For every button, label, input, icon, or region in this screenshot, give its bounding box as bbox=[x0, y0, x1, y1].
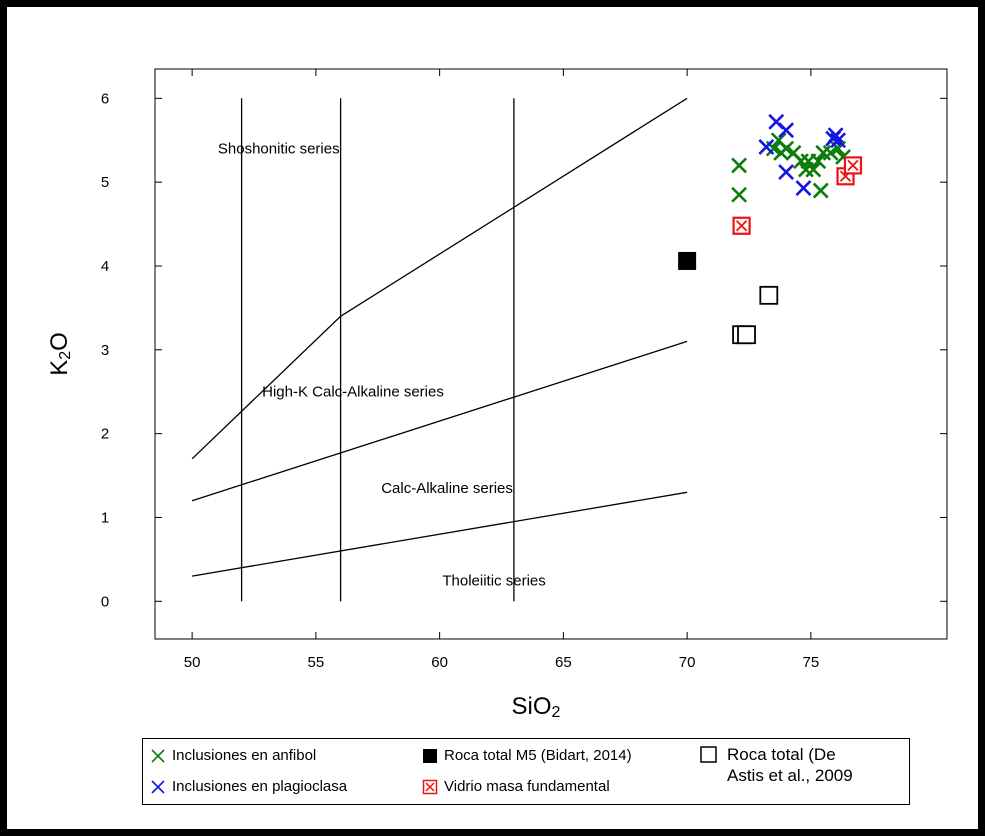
field-label-3: Tholeiitic series bbox=[442, 572, 545, 589]
data-point bbox=[737, 325, 756, 345]
data-point bbox=[731, 186, 748, 203]
data-point bbox=[678, 251, 697, 270]
data-point bbox=[795, 180, 812, 196]
y-tick-label: 5 bbox=[101, 174, 109, 191]
x-axis: 50 55 60 65 70 75 bbox=[184, 69, 819, 671]
y-axis-label: K2O bbox=[46, 332, 74, 376]
data-point bbox=[843, 156, 863, 175]
tas-k2o-plot: Shoshonitic series High-K Calc-Alkaline s… bbox=[46, 68, 948, 721]
blue-x-marker-icon bbox=[150, 779, 166, 795]
legend-label: Inclusiones en anfibol bbox=[172, 747, 317, 764]
x-tick-label: 75 bbox=[803, 654, 820, 671]
x-tick-label: 65 bbox=[555, 654, 572, 671]
legend-item-anfibol: Inclusiones en anfibol bbox=[150, 747, 316, 764]
y-tick-label: 2 bbox=[101, 426, 109, 443]
y-tick-label: 1 bbox=[101, 509, 109, 526]
legend-label: Inclusiones en plagioclasa bbox=[172, 778, 348, 795]
data-point bbox=[758, 139, 775, 155]
data-points bbox=[678, 113, 863, 345]
legend-item-roca-total-m5: Roca total M5 (Bidart, 2014) bbox=[422, 747, 632, 764]
legend-label: Vidrio masa fundamental bbox=[444, 778, 610, 795]
boundary-line-2 bbox=[191, 491, 688, 577]
x-tick-label: 50 bbox=[184, 654, 201, 671]
y-tick-label: 4 bbox=[101, 258, 109, 275]
legend-item-roca-total-de-astis: Roca total (De Astis et al., 2009 bbox=[700, 744, 867, 786]
x-tick-label: 55 bbox=[308, 654, 325, 671]
legend: Inclusiones en anfibol Inclusiones en pl… bbox=[142, 738, 910, 805]
data-point bbox=[822, 144, 839, 161]
boundary-line-1 bbox=[191, 340, 688, 502]
data-point bbox=[805, 161, 822, 178]
open-square-marker-icon bbox=[700, 746, 717, 763]
plot-frame bbox=[154, 68, 948, 640]
data-point bbox=[759, 285, 779, 305]
field-label-2: Calc-Alkaline series bbox=[381, 480, 513, 497]
data-point bbox=[778, 164, 795, 181]
x-axis-label: SiO2 bbox=[512, 693, 561, 721]
legend-label: Roca total M5 (Bidart, 2014) bbox=[444, 747, 632, 764]
data-point bbox=[778, 122, 795, 139]
legend-item-vidrio: Vidrio masa fundamental bbox=[422, 778, 610, 795]
data-point bbox=[731, 157, 748, 174]
data-point bbox=[793, 153, 809, 170]
data-point bbox=[732, 216, 751, 235]
y-tick-label: 0 bbox=[101, 593, 109, 610]
data-point bbox=[778, 140, 795, 157]
y-tick-label: 6 bbox=[101, 90, 109, 107]
x-tick-label: 60 bbox=[431, 654, 448, 671]
y-tick-label: 3 bbox=[101, 342, 109, 359]
filled-square-marker-icon bbox=[422, 748, 438, 764]
x-tick-label: 70 bbox=[679, 654, 696, 671]
series-boundaries bbox=[191, 97, 688, 602]
legend-label: Roca total (De Astis et al., 2009 bbox=[727, 745, 853, 785]
field-label-0: Shoshonitic series bbox=[218, 141, 340, 158]
data-point bbox=[810, 153, 827, 170]
field-label-1: High-K Calc-Alkaline series bbox=[262, 384, 444, 401]
y-axis: 0 1 2 3 4 5 6 bbox=[101, 90, 947, 610]
legend-item-plagioclasa: Inclusiones en plagioclasa bbox=[150, 778, 347, 795]
field-labels: Shoshonitic series High-K Calc-Alkaline s… bbox=[218, 141, 546, 590]
data-point bbox=[830, 132, 847, 149]
data-point bbox=[812, 182, 829, 199]
data-point bbox=[815, 144, 832, 161]
boxed-x-marker-icon bbox=[422, 779, 438, 795]
green-x-marker-icon bbox=[150, 748, 166, 764]
